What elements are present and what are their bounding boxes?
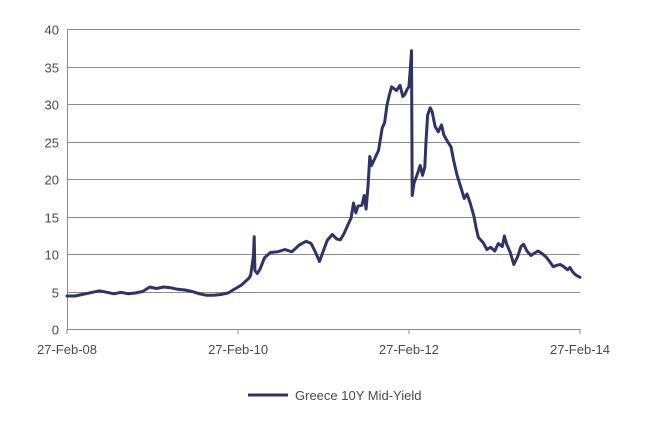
y-tick-label: 35 xyxy=(45,61,59,76)
y-tick-label: 0 xyxy=(52,323,59,338)
y-axis-ticks: 0 5 10 15 20 25 30 35 40 xyxy=(45,23,59,338)
gridlines xyxy=(67,29,580,330)
y-tick-label: 20 xyxy=(45,173,59,188)
x-tick-label: 27-Feb-10 xyxy=(208,342,268,357)
series-layer xyxy=(67,51,580,296)
x-tick-label: 27-Feb-14 xyxy=(550,342,610,357)
y-tick-label: 25 xyxy=(45,136,59,151)
series-line-greece-10y xyxy=(67,51,580,296)
legend: Greece 10Y Mid-Yield xyxy=(248,388,421,403)
y-tick-label: 15 xyxy=(45,211,59,226)
y-tick-label: 40 xyxy=(45,23,59,38)
y-tick-label: 30 xyxy=(45,98,59,113)
legend-label: Greece 10Y Mid-Yield xyxy=(295,388,421,403)
y-tick-label: 10 xyxy=(45,248,59,263)
x-tick-label: 27-Feb-08 xyxy=(37,342,97,357)
x-tick-label: 27-Feb-12 xyxy=(379,342,439,357)
y-tick-label: 5 xyxy=(52,286,59,301)
x-axis-ticks: 27-Feb-08 27-Feb-10 27-Feb-12 27-Feb-14 xyxy=(37,329,610,357)
